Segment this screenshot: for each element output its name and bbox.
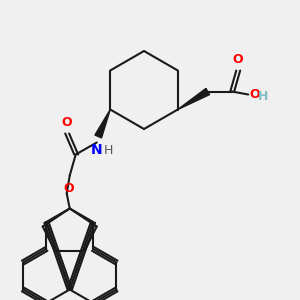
Text: O: O bbox=[63, 182, 74, 194]
Text: O: O bbox=[250, 88, 260, 101]
Text: O: O bbox=[232, 53, 243, 66]
Text: O: O bbox=[61, 116, 72, 129]
Polygon shape bbox=[95, 110, 110, 138]
Text: H: H bbox=[258, 89, 268, 103]
Text: N: N bbox=[91, 142, 103, 157]
Text: H: H bbox=[104, 144, 114, 157]
Polygon shape bbox=[178, 88, 210, 110]
